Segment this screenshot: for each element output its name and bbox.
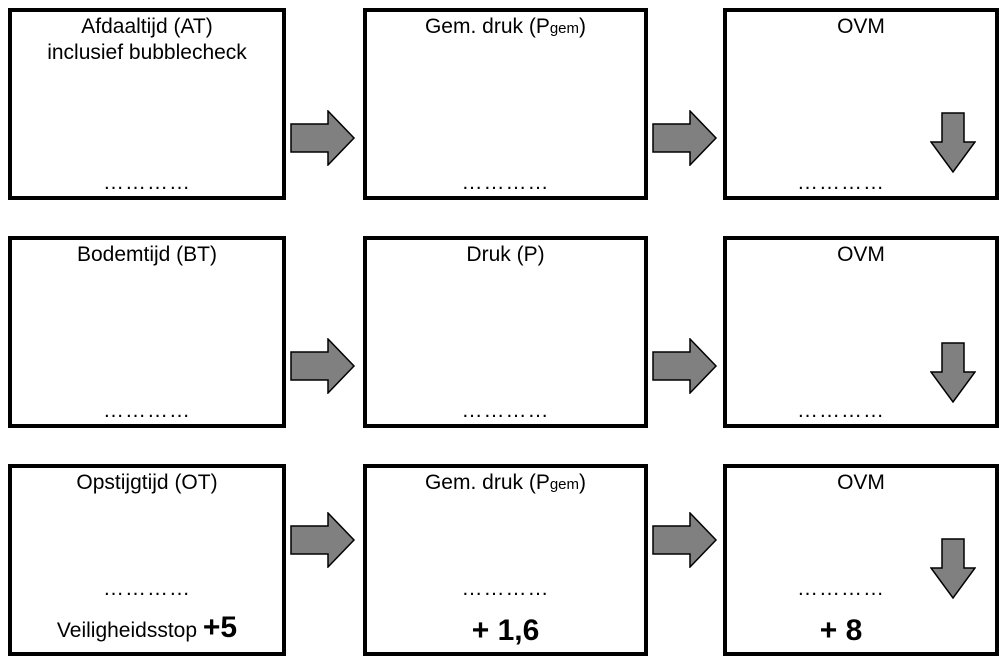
arrow-right-icon	[652, 512, 718, 568]
blank-dots: …………	[103, 171, 191, 194]
arrow-down-icon	[930, 112, 976, 174]
arrow-right-icon	[652, 338, 718, 394]
box-bodemtijd: Bodemtijd (BT) …………	[8, 236, 286, 428]
box-title: Afdaaltijd (AT) inclusief bubblecheck	[47, 15, 247, 64]
pressure-addition: + 1,6	[471, 614, 540, 647]
box-ovm: OVM …………	[723, 236, 999, 428]
box-ovm: OVM ………… + 8	[723, 464, 999, 656]
blank-dots: …………	[461, 577, 550, 600]
box-gem-druk: Gem. druk (Pgem) …………	[363, 8, 648, 200]
box-title: Gem. druk (Pgem)	[424, 471, 587, 494]
box-title: OVM	[837, 243, 885, 266]
box-afdaaltijd: Afdaaltijd (AT) inclusief bubblecheck ………	[8, 8, 286, 200]
box-opstijgtijd: Opstijgtijd (OT) ………… Veiligheidsstop +5	[8, 464, 286, 656]
blank-dots: …………	[797, 171, 885, 194]
blank-dots: …………	[461, 399, 550, 422]
box-title: OVM	[837, 15, 885, 38]
arrow-down-icon	[930, 342, 976, 404]
arrow-right-icon	[290, 110, 356, 166]
box-ovm: OVM …………	[723, 8, 999, 200]
ovm-addition: + 8	[819, 614, 863, 647]
blank-dots: …………	[461, 171, 550, 194]
box-title: Gem. druk (Pgem)	[424, 15, 587, 38]
arrow-right-icon	[290, 512, 356, 568]
arrow-right-icon	[652, 110, 718, 166]
box-druk: Druk (P) …………	[363, 236, 648, 428]
blank-dots: …………	[797, 577, 885, 600]
safety-stop-addition: Veiligheidsstop +5	[56, 611, 238, 644]
arrow-right-icon	[290, 338, 356, 394]
blank-dots: …………	[797, 399, 885, 422]
box-title: OVM	[837, 471, 885, 494]
box-title: Bodemtijd (BT)	[76, 243, 218, 266]
blank-dots: …………	[103, 399, 191, 422]
arrow-down-icon	[930, 538, 976, 600]
blank-dots: …………	[103, 577, 191, 600]
box-title: Druk (P)	[466, 243, 545, 266]
box-title: Opstijgtijd (OT)	[76, 471, 218, 494]
box-gem-druk: Gem. druk (Pgem) ………… + 1,6	[363, 464, 648, 656]
